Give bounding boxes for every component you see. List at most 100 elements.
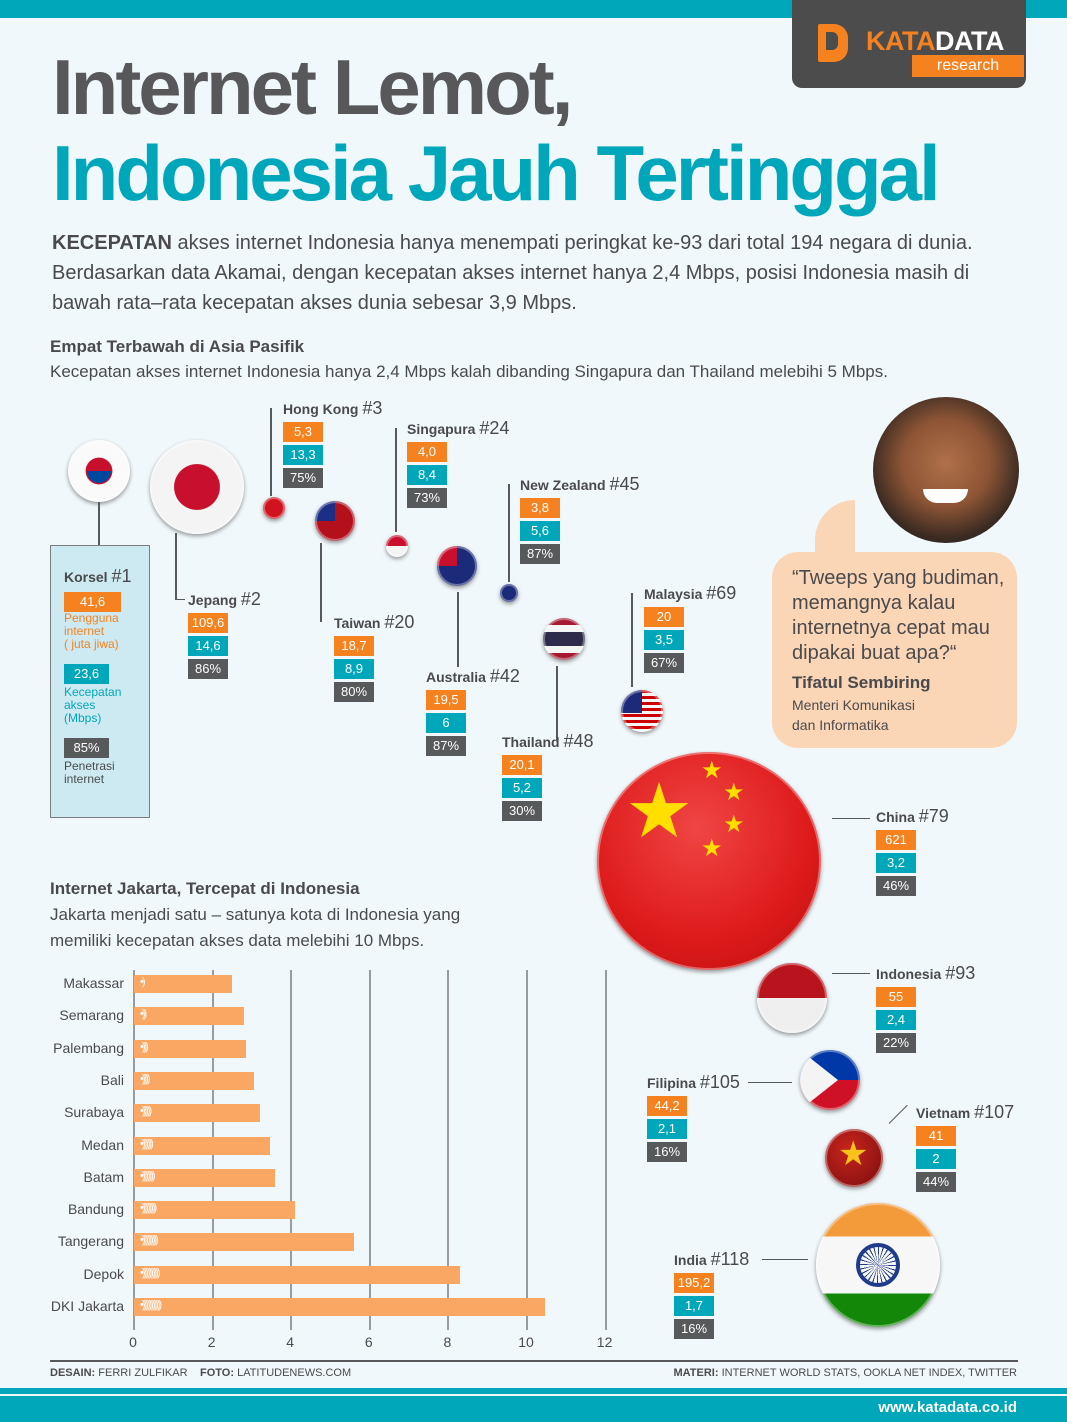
indonesia-speed: 2,4 [876, 1010, 916, 1030]
hongkong-users: 5,3 [283, 422, 323, 442]
thailand-penetration: 30% [502, 801, 542, 821]
legend-speed-label: Kecepatan akses (Mbps) [64, 685, 122, 725]
title-line-2: Indonesia Jauh Tertinggal [52, 129, 941, 217]
quote-author: Tifatul Sembiring [792, 673, 931, 692]
quote-author-role: Menteri Komunikasi dan Informatika [792, 697, 915, 733]
jepang-penetration: 86% [188, 659, 228, 679]
country-hongkong: Hong Kong #3 5,3 13,3 75% [283, 398, 382, 488]
country-newzealand: New Zealand #45 3,8 5,6 87% [520, 474, 640, 564]
bottom-bar [0, 1396, 1067, 1422]
jepang-connector [175, 533, 177, 599]
india-speed: 1,7 [674, 1296, 714, 1316]
jepang-users: 109,6 [188, 613, 228, 633]
malaysia-connector [631, 593, 633, 687]
newzealand-users: 3,8 [520, 498, 560, 518]
photo-smile [923, 489, 968, 503]
taiwan-flag-icon [315, 501, 355, 541]
australia-speed: 6 [426, 713, 466, 733]
filipina-penetration: 16% [647, 1142, 687, 1162]
bar: •))) [134, 1039, 246, 1058]
india-chakra [856, 1243, 900, 1287]
x-tick-label: 0 [129, 1334, 137, 1350]
country-australia: Australia #42 19,5 6 87% [426, 666, 520, 756]
newzealand-penetration: 87% [520, 544, 560, 564]
x-tick-label: 4 [286, 1334, 295, 1350]
signal-icon: •))))) [140, 1105, 152, 1118]
taiwan-connector [320, 543, 322, 622]
bar: •)))))) [134, 1136, 270, 1155]
signal-icon: •))))))))))) [140, 1299, 162, 1311]
korsel-connector [98, 502, 100, 545]
singapura-users: 4,0 [407, 442, 447, 462]
bar: •)))) [134, 1071, 254, 1090]
minister-photo [873, 397, 1019, 543]
china-users: 621 [876, 830, 916, 850]
credit-design: DESAIN: FERRI ZULFIKAR [50, 1367, 188, 1379]
vietnam-speed: 2 [916, 1149, 956, 1169]
bar: •)))))))))) [134, 1265, 461, 1284]
country-indonesia: Indonesia #93 55 2,4 22% [876, 963, 975, 1053]
jakarta-section-title: Internet Jakarta, Tercepat di Indonesia [50, 879, 360, 898]
china-flag-icon: ★ ★ ★ ★ ★ [597, 752, 821, 970]
bar: •))))))))))) [134, 1298, 545, 1316]
vietnam-star: ★ [838, 1135, 869, 1173]
thailand-connector [556, 666, 558, 740]
country-name-korsel: Korsel #1 [64, 566, 132, 586]
quote-bubble-tail [815, 500, 855, 560]
x-tick-label: 8 [443, 1334, 452, 1350]
category-label: Surabaya [64, 1104, 124, 1121]
vietnam-flag-icon: ★ [825, 1129, 883, 1187]
signal-icon: •))))))) [140, 1169, 155, 1182]
gridline [604, 970, 607, 1330]
gridline [368, 970, 371, 1330]
website-link[interactable]: www.katadata.co.id [878, 1399, 1017, 1416]
country-singapura: Singapura #24 4,0 8,4 73% [407, 418, 509, 508]
bar: •) [134, 975, 233, 993]
category-label: DKI Jakarta [50, 1298, 124, 1314]
china-star-small: ★ [701, 835, 723, 862]
logo-research-tag: research [912, 55, 1024, 77]
filipina-speed: 2,1 [647, 1119, 687, 1139]
city-speed-bar-chart: 0 2 4 6 8 10 12 Makassar •) Semarang •)) Palembang •… [40, 970, 620, 1350]
credit-source: MATERI: INTERNET WORLD STATS, OOKLA NET … [673, 1367, 1017, 1379]
bar: •))))))) [134, 1168, 276, 1187]
katadata-logo: KATADATA research [792, 0, 1026, 88]
malaysia-users: 20 [644, 607, 684, 627]
filipina-users: 44,2 [647, 1096, 687, 1116]
india-connector [762, 1259, 808, 1260]
korsel-users: 41,6 [64, 592, 121, 612]
bar: •)))))))) [134, 1201, 296, 1220]
gridline [526, 970, 528, 1330]
signal-icon: •))) [140, 1040, 149, 1053]
japan-flag-icon [150, 440, 244, 534]
hongkong-connector [270, 408, 272, 496]
quote-bubble: “Tweeps yang budiman, memangnya kalau inte… [772, 552, 1017, 748]
category-label: Makassar [63, 975, 124, 991]
australia-users: 19,5 [426, 690, 466, 710]
country-vietnam: Vietnam #107 41 2 44% [916, 1102, 1014, 1192]
singapura-speed: 8,4 [407, 465, 447, 485]
asia-section-title: Empat Terbawah di Asia Pasifik [50, 337, 305, 356]
thailand-speed: 5,2 [502, 778, 542, 798]
x-tick-label: 12 [596, 1334, 613, 1350]
category-label: Depok [83, 1265, 124, 1282]
vietnam-penetration: 44% [916, 1172, 956, 1192]
australia-connector [457, 592, 459, 667]
china-connector [832, 818, 870, 819]
india-users: 195,2 [674, 1273, 714, 1293]
taiwan-users: 18,7 [334, 636, 374, 656]
australia-penetration: 87% [426, 736, 466, 756]
hongkong-flag-icon [263, 497, 285, 519]
china-star-small: ★ [723, 811, 745, 838]
jepang-connector-h [175, 599, 185, 600]
bar: •)) [134, 1007, 245, 1026]
india-flag-icon [816, 1203, 940, 1327]
korsel-legend-box: Korsel #1 41,6 Pengguna internet( juta ji… [50, 545, 150, 818]
country-india: India #118 195,2 1,7 16% [674, 1249, 749, 1339]
malaysia-penetration: 67% [644, 653, 684, 673]
gridline [290, 970, 293, 1330]
category-label: Bali [100, 1071, 124, 1088]
vietnam-connector [888, 1104, 908, 1124]
country-taiwan: Taiwan #20 18,7 8,9 80% [334, 612, 414, 702]
singapura-connector [395, 428, 397, 532]
